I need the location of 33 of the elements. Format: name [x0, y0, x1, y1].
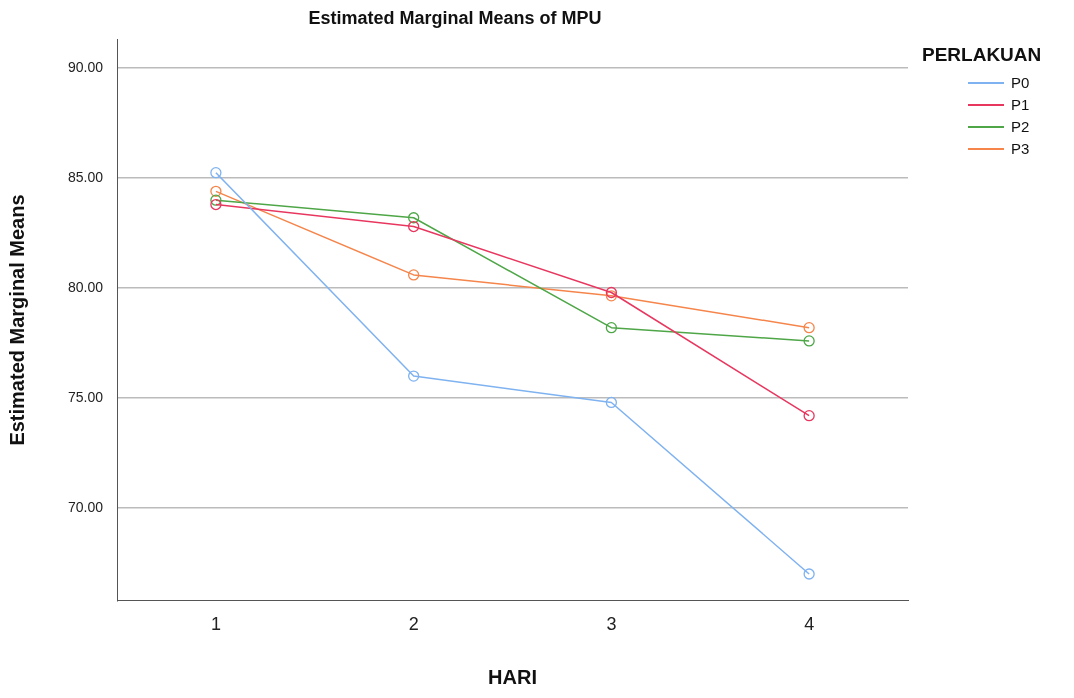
y-tick-label: 90.00: [67, 59, 104, 76]
legend-label: P2: [1011, 118, 1030, 135]
y-axis-title: Estimated Marginal Means: [5, 194, 28, 446]
chart-title: Estimated Marginal Means of MPU: [308, 7, 602, 28]
point: [408, 370, 420, 382]
legend-title: PERLAKUAN: [922, 44, 1042, 66]
x-axis-title: HARI: [488, 665, 537, 688]
point: [605, 322, 618, 334]
point: [803, 410, 815, 422]
point: [210, 185, 222, 197]
point: [408, 220, 420, 233]
legend-label: P0: [1011, 74, 1030, 91]
legend-label: P3: [1011, 140, 1030, 157]
point: [408, 269, 420, 281]
legend-label: P1: [1011, 96, 1030, 113]
x-tick-label: 4: [804, 614, 815, 635]
point: [803, 568, 815, 580]
point: [605, 286, 618, 299]
y-tick-label: 75.00: [67, 388, 104, 405]
point: [605, 396, 618, 409]
point: [803, 322, 815, 334]
point: [408, 212, 420, 224]
point: [210, 198, 222, 211]
y-tick-label: 85.00: [67, 169, 104, 186]
y-tick-label: 70.00: [67, 498, 104, 515]
point: [803, 335, 815, 347]
point: [210, 194, 222, 206]
x-tick-label: 3: [606, 614, 617, 635]
y-tick-label: 80.00: [67, 278, 104, 295]
point: [210, 167, 222, 179]
point: [605, 290, 618, 302]
x-tick-label: 1: [210, 614, 221, 635]
x-tick-label: 2: [408, 614, 419, 635]
